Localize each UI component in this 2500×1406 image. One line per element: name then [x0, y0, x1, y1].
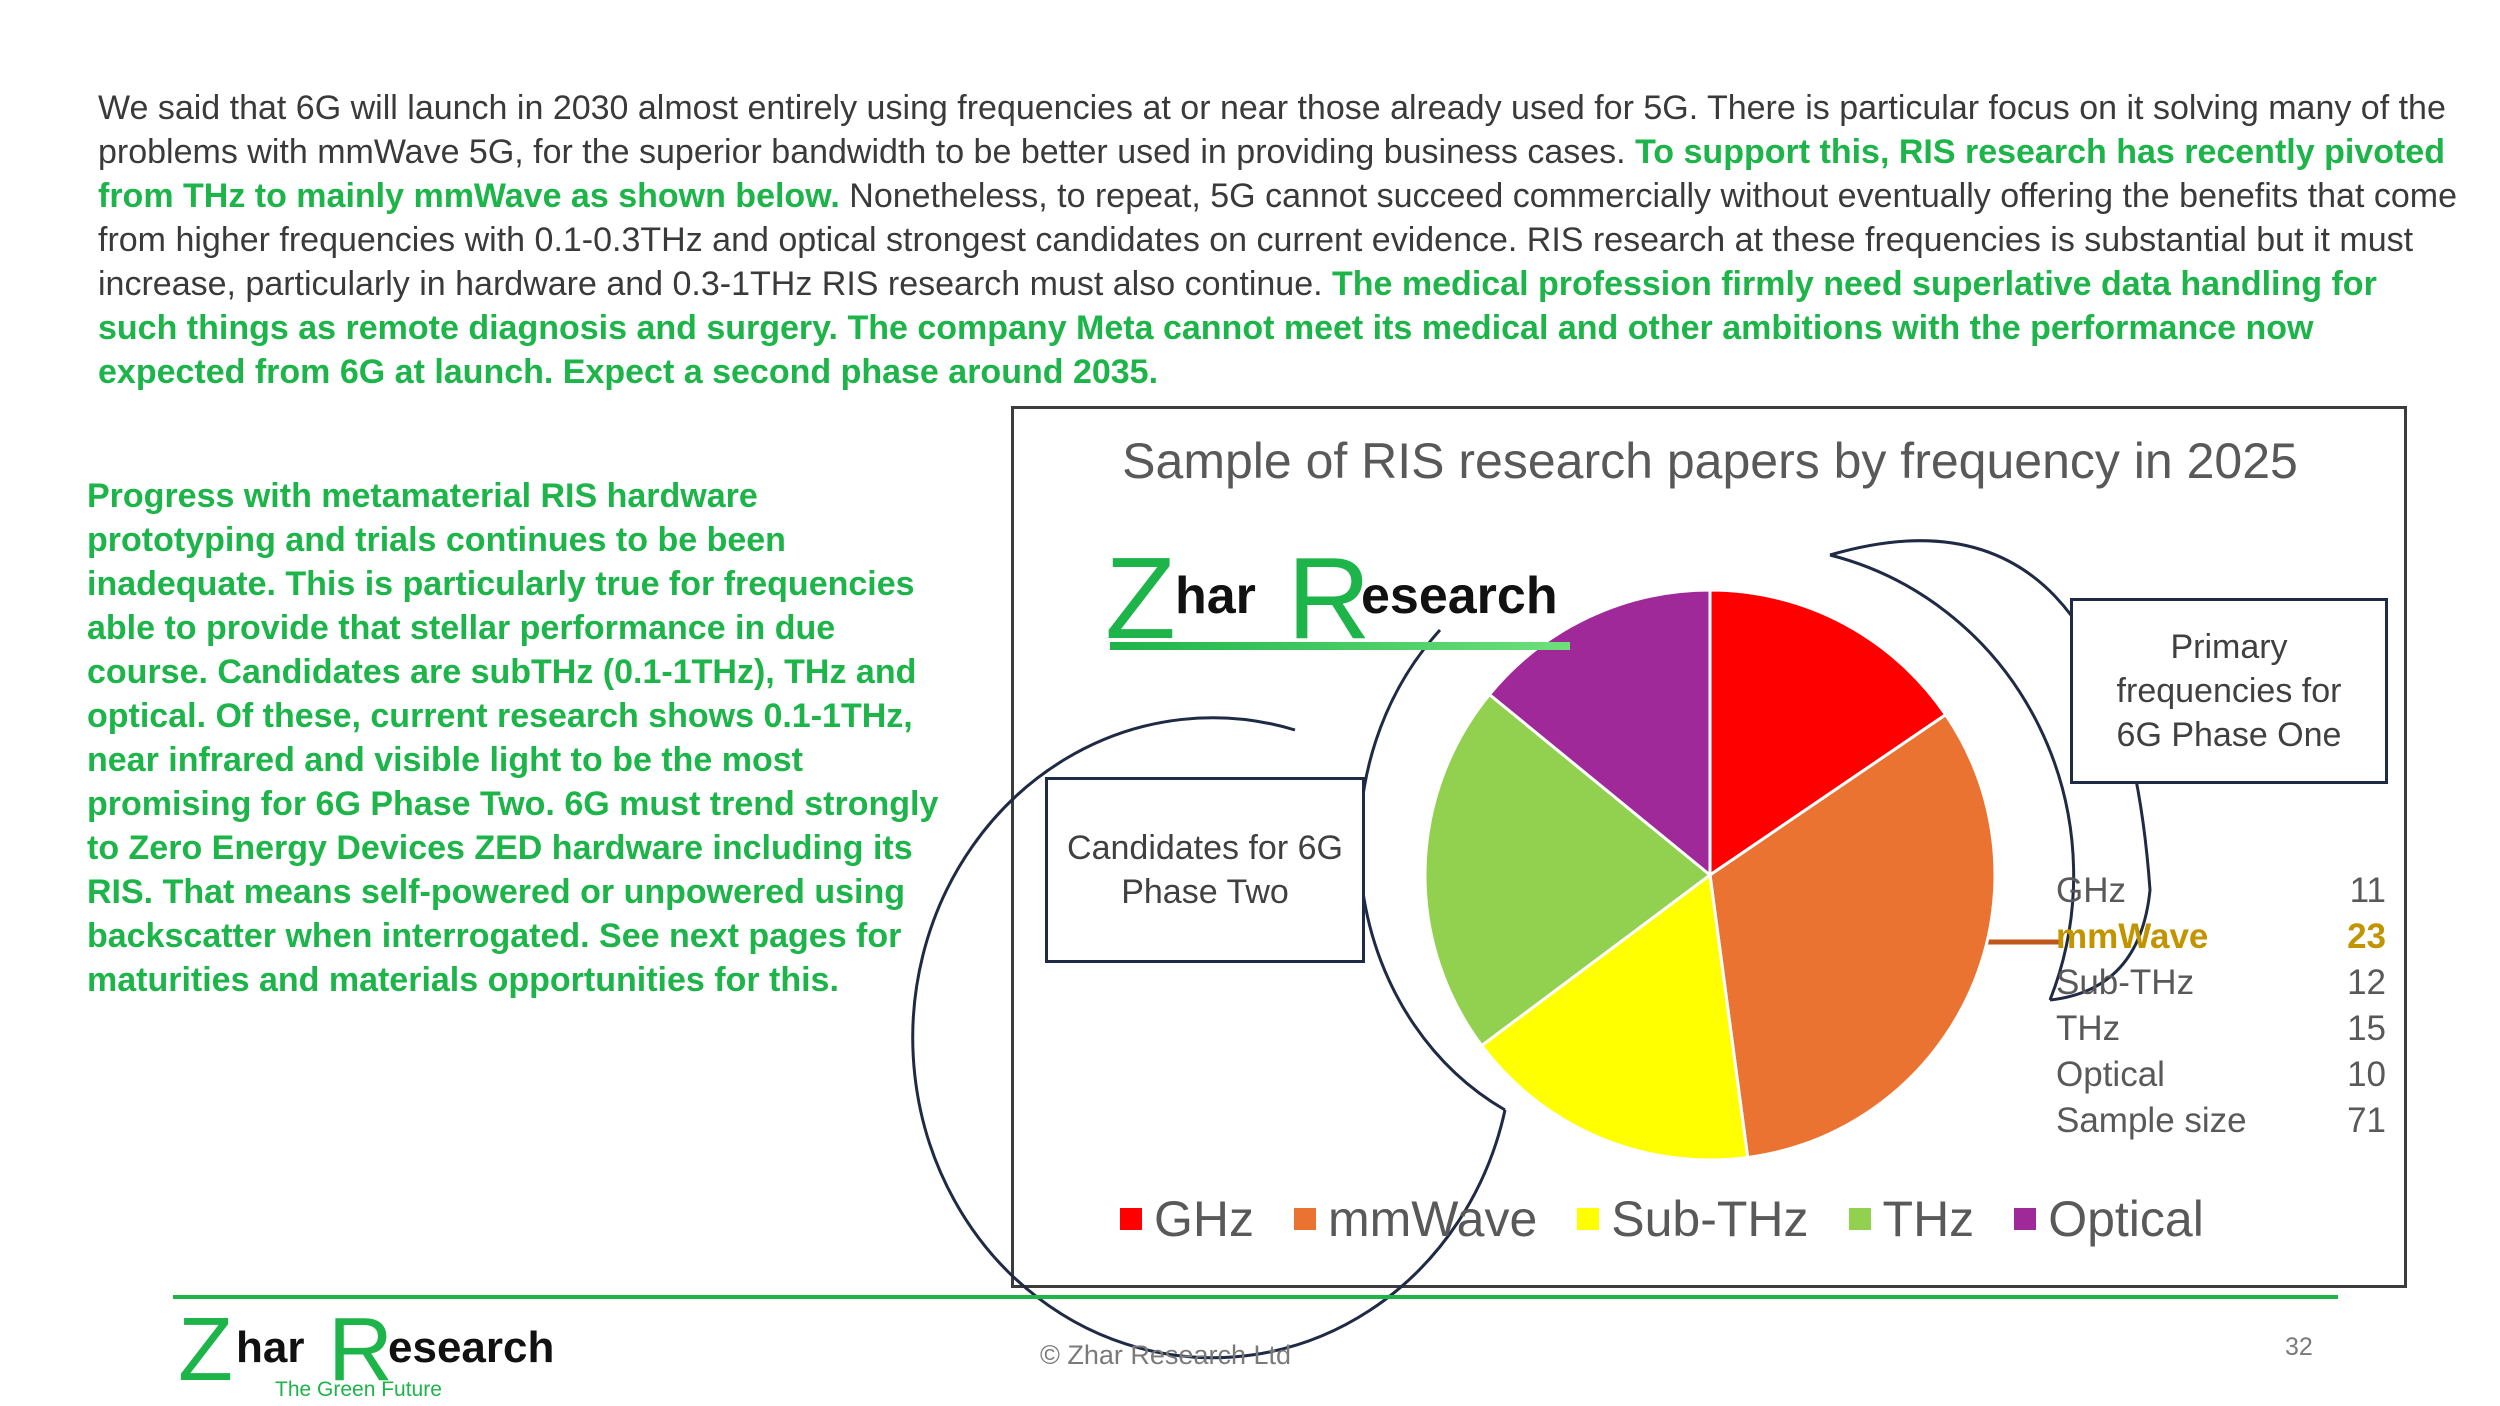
logo-har: har — [1175, 567, 1256, 625]
logo-z: Z — [178, 1300, 233, 1400]
table-row: THz 15 — [2056, 1006, 2386, 1052]
intro-text-green-1: To support this, RIS research has recent… — [98, 133, 2445, 215]
footer-tagline: The Green Future — [275, 1378, 442, 1401]
table-value: 15 — [2347, 1009, 2386, 1048]
intro-text-2: Nonetheless, to repeat, 5G cannot succee… — [98, 177, 2457, 303]
intro-text-green-2: The medical profession firmly need super… — [98, 265, 2377, 391]
table-row: Optical 10 — [2056, 1052, 2386, 1098]
left-paragraph: Progress with metamaterial RIS hardware … — [87, 477, 939, 999]
intro-paragraph: We said that 6G will launch in 2030 almo… — [98, 86, 2458, 394]
pie-slice-sub-thz — [1479, 872, 1750, 1162]
table-value: 23 — [2347, 917, 2386, 956]
legend-swatch — [1294, 1208, 1316, 1230]
logo-esearch: esearch — [388, 1323, 555, 1372]
legend-item-ghz: GHz — [1120, 1190, 1254, 1248]
legend-item-mmwave: mmWave — [1294, 1190, 1537, 1248]
table-label: Sub-THz — [2056, 963, 2195, 1002]
footer-copyright: © Zhar Research Ltd — [1040, 1340, 1292, 1370]
table-label: Sample size — [2056, 1101, 2247, 1140]
table-label: GHz — [2056, 871, 2126, 910]
table-label: THz — [2056, 1009, 2121, 1048]
table-value: 71 — [2347, 1101, 2386, 1140]
pie-slice-thz — [1423, 692, 1713, 1048]
callout-phase-one: Primary frequencies for 6G Phase One — [2070, 598, 2388, 784]
legend-label: GHz — [1154, 1191, 1254, 1247]
chart-title: Sample of RIS research papers by frequen… — [1122, 433, 2298, 489]
bracket-arc-right-outer — [1829, 553, 2076, 1001]
data-table: GHz 11 mmWave 23 Sub-THz 12 THz 15 Optical 10… — [2056, 868, 2386, 1144]
table-row: Sample size 71 — [2056, 1098, 2386, 1144]
logo-esearch: esearch — [1361, 567, 1558, 625]
table-row: mmWave 23 — [2056, 914, 2386, 960]
table-value: 12 — [2347, 963, 2386, 1002]
pie-slice-optical — [1487, 588, 1712, 879]
table-label: Optical — [2056, 1055, 2165, 1094]
legend-label: Sub-THz — [1611, 1191, 1809, 1247]
legend-swatch — [1848, 1208, 1871, 1230]
table-row: GHz 11 — [2056, 868, 2386, 914]
table-value: 10 — [2347, 1055, 2386, 1094]
logo-har: har — [236, 1323, 305, 1372]
legend-item-optical: Optical — [2014, 1190, 2204, 1248]
logo-underline — [1110, 642, 1570, 650]
legend-swatch — [1120, 1208, 1142, 1230]
logo-r: R — [328, 1300, 393, 1400]
legend-label: Optical — [2048, 1191, 2204, 1247]
table-label: mmWave — [2056, 917, 2209, 956]
pie-slice-mmwave — [1708, 712, 1997, 1160]
legend-swatch — [2014, 1208, 2037, 1230]
legend-item-thz: THz — [1848, 1190, 1975, 1248]
table-value: 11 — [2349, 871, 2386, 910]
page-number: 32 — [2285, 1333, 2313, 1361]
footer-divider — [173, 1295, 2338, 1299]
logo-z: Z — [1105, 533, 1176, 663]
intro-text-1: We said that 6G will launch in 2030 almo… — [98, 89, 2446, 171]
logo-r: R — [1287, 533, 1371, 663]
legend-swatch — [1577, 1208, 1600, 1230]
chart-legend: GHz mmWave Sub-THz THz Optical — [1120, 1190, 2204, 1248]
legend-label: THz — [1882, 1191, 1975, 1247]
table-row: Sub-THz 12 — [2056, 960, 2386, 1006]
legend-item-subthz: Sub-THz — [1577, 1190, 1809, 1248]
pie-slices — [1423, 588, 1997, 1162]
callout-phase-two: Candidates for 6G Phase Two — [1045, 777, 1365, 963]
bracket-arc-left-outer — [911, 716, 1507, 1360]
pie-slice-ghz — [1708, 588, 1948, 878]
legend-label: mmWave — [1328, 1191, 1538, 1247]
